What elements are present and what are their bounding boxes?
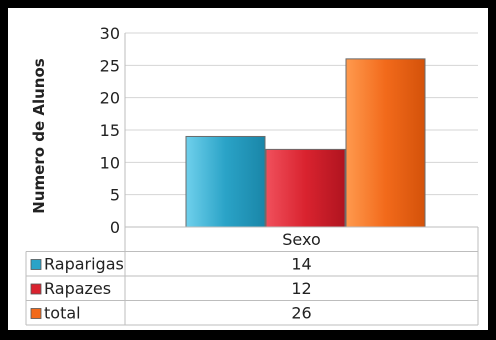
chart-panel: 0 5 10 15 20 25 30 Sexo Raparigas 14 Rapazes 12 tot… xyxy=(8,8,488,330)
y-tick-label: 0 xyxy=(110,218,120,237)
data-table: Sexo Raparigas 14 Rapazes 12 total 26 xyxy=(25,33,479,326)
bar-chart: 0 5 10 15 20 25 30 Sexo Raparigas 14 Rapazes 12 tot… xyxy=(25,24,479,326)
bars xyxy=(185,58,426,228)
y-axis-label: Numero de Alunos xyxy=(30,58,48,214)
series-name: Raparigas xyxy=(44,255,124,274)
bar-total xyxy=(345,58,426,228)
y-tick-label: 15 xyxy=(100,121,120,140)
bar-raparigas xyxy=(185,135,266,228)
bar-rapazes xyxy=(265,148,346,228)
series-name: Rapazes xyxy=(44,279,111,298)
category-label: Sexo xyxy=(282,230,320,249)
legend-key-raparigas xyxy=(30,259,42,270)
y-tick-label: 25 xyxy=(100,56,120,75)
table-value: 14 xyxy=(291,255,311,274)
table-value: 12 xyxy=(291,279,311,298)
table-value: 26 xyxy=(291,304,311,323)
y-tick-label: 10 xyxy=(100,153,120,172)
series-name: total xyxy=(44,304,81,323)
y-tick-label: 30 xyxy=(100,24,120,43)
legend-key-rapazes xyxy=(30,283,42,295)
legend-key-total xyxy=(30,308,42,319)
y-tick-label: 5 xyxy=(110,186,120,205)
y-tick-label: 20 xyxy=(100,89,120,108)
y-tick-labels: 0 5 10 15 20 25 30 xyxy=(100,24,120,237)
